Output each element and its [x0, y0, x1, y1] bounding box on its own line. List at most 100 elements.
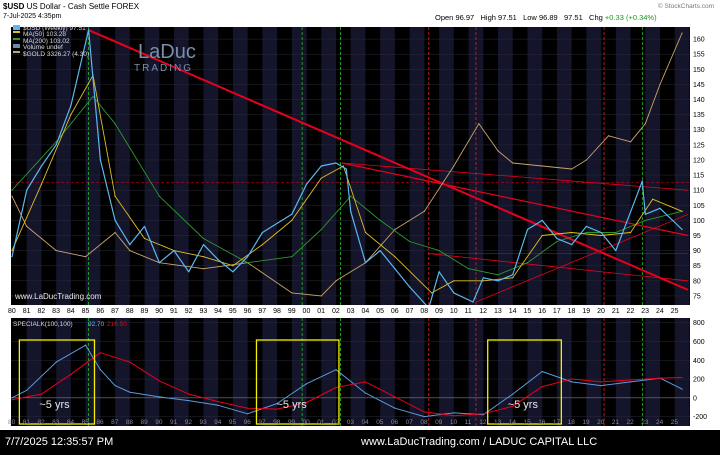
year-band	[615, 318, 631, 426]
x-tick-label-indicator: 22	[627, 419, 635, 426]
low-value: 96.89	[538, 13, 558, 22]
year-band	[645, 27, 661, 305]
x-tick-label-indicator: 97	[258, 419, 266, 426]
x-tick-label-indicator: 24	[656, 419, 664, 426]
x-tick-label-indicator: 89	[141, 419, 149, 426]
year-band	[439, 27, 454, 305]
data-point	[364, 262, 367, 264]
data-point	[629, 381, 632, 383]
data-point	[423, 210, 425, 212]
data-point	[453, 165, 455, 167]
data-point	[158, 195, 160, 197]
x-tick-label-indicator: 13	[494, 419, 502, 426]
year-band	[56, 318, 71, 426]
data-point	[202, 237, 205, 240]
x-tick-label: 10	[450, 308, 458, 315]
x-tick-label: 11	[465, 308, 472, 315]
data-point	[188, 400, 190, 402]
year-band	[85, 27, 101, 305]
data-point	[217, 400, 219, 403]
x-tick-label-indicator: 90	[155, 419, 163, 426]
data-point	[320, 165, 322, 167]
data-point	[394, 228, 396, 231]
x-tick-label: 98	[273, 308, 281, 315]
year-band	[645, 318, 661, 426]
cycle-markers	[88, 27, 643, 426]
data-point	[70, 373, 72, 375]
x-tick-label: 95	[229, 308, 237, 315]
data-point	[364, 392, 367, 394]
y-tick-label: 140	[693, 97, 705, 104]
legend-swatch-ma200	[13, 38, 20, 40]
source-credit: © StockCharts.com	[657, 3, 714, 10]
data-point	[541, 234, 543, 237]
year-band	[291, 318, 307, 426]
y-tick-label: 200	[693, 377, 705, 384]
year-band	[85, 318, 101, 426]
cycle-box	[18, 339, 96, 425]
x-tick-label-indicator: 81	[23, 419, 31, 426]
data-point	[394, 268, 396, 270]
x-tick-label-indicator: 14	[509, 419, 517, 426]
y-tick-label: 600	[693, 339, 705, 346]
data-point	[26, 389, 28, 391]
y-tick-label: 145	[693, 82, 705, 89]
legend-swatch-usd	[13, 25, 20, 30]
data-point	[512, 405, 514, 407]
x-tick-label: 91	[170, 308, 178, 315]
trend-line	[341, 162, 689, 237]
data-point	[512, 274, 514, 276]
data-point	[644, 213, 646, 215]
data-point	[659, 207, 661, 209]
data-point	[335, 386, 337, 389]
data-point	[276, 408, 278, 410]
year-band	[26, 318, 42, 426]
data-point	[409, 240, 411, 243]
x-tick-label: 94	[214, 308, 222, 315]
data-point	[438, 250, 440, 252]
legend: $USD (Weekly) 97.51 MA(50) 103.28 MA(200…	[13, 25, 89, 58]
indicator-legend: SPECIALK(100,100) 92.70 216.50	[13, 321, 127, 328]
data-point	[571, 168, 573, 170]
year-band	[262, 27, 278, 305]
y-tick-label: -200	[693, 414, 707, 421]
x-tick-label-indicator: 19	[582, 419, 590, 426]
x-tick-label-indicator: 12	[479, 419, 487, 426]
data-point	[512, 162, 514, 164]
data-point	[335, 369, 337, 371]
data-point	[158, 262, 160, 264]
x-tick-label: 85	[82, 308, 90, 315]
x-tick-label: 83	[52, 308, 60, 315]
year-band	[115, 318, 130, 426]
x-tick-label: 21	[612, 308, 620, 315]
x-tick-label: 06	[391, 308, 399, 315]
year-band	[409, 27, 425, 305]
data-point	[681, 32, 683, 34]
year-band	[468, 318, 484, 426]
x-tick-label: 15	[523, 308, 531, 315]
x-tick-label-indicator: 11	[465, 419, 472, 426]
data-point	[247, 407, 249, 409]
footer-credit: www.LaDucTrading.com / LADUC CAPITAL LLC	[361, 436, 598, 448]
x-tick-label-indicator: 15	[523, 419, 531, 426]
chart-title: $USD US Dollar - Cash Settle FOREX	[3, 2, 139, 11]
data-point	[482, 280, 484, 282]
trend-line	[475, 213, 689, 303]
price-series	[11, 29, 683, 305]
data-point	[247, 413, 249, 415]
data-point	[342, 165, 344, 167]
data-point	[482, 413, 484, 415]
year-band	[203, 318, 219, 426]
y-tick-label: 100	[693, 218, 705, 225]
year-band	[174, 318, 189, 426]
x-tick-label: 05	[376, 308, 384, 315]
x-tick-label-indicator: 06	[391, 419, 399, 426]
data-point	[512, 277, 514, 279]
x-tick-label-indicator: 83	[52, 419, 60, 426]
footer-bar: 7/7/2025 12:35:57 PM www.LaDucTrading.co…	[0, 430, 720, 455]
data-point	[40, 393, 43, 395]
data-point	[11, 189, 13, 191]
data-point	[188, 393, 190, 395]
data-point	[364, 231, 367, 234]
data-point	[202, 268, 205, 270]
